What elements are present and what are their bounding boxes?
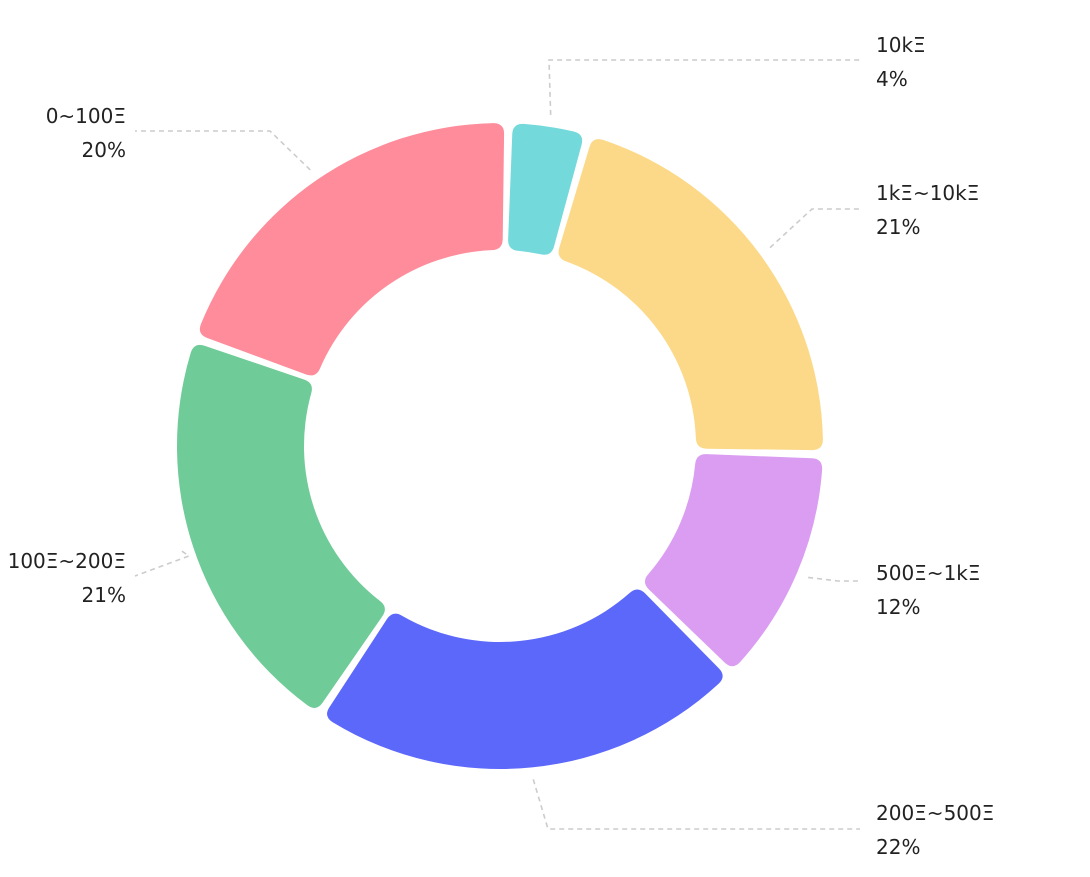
donut-slice-10k: [508, 123, 583, 255]
donut-slice-200-500: [327, 589, 723, 770]
donut-slice-0-100: [199, 123, 505, 376]
donut-slice-100-200: [176, 344, 385, 708]
slice-label-500-1k: 500Ξ~1kΞ: [876, 561, 981, 585]
donut-slices: [176, 123, 823, 770]
leader-line-100-200: [134, 550, 191, 577]
slice-value-0-100: 20%: [82, 138, 126, 162]
donut-slice-500-1k: [644, 454, 823, 667]
slice-labels: 10kΞ 4% 1kΞ~10kΞ 21% 500Ξ~1kΞ 12% 200Ξ~500Ξ 22%…: [8, 33, 995, 859]
slice-label-100-200: 100Ξ~200Ξ: [8, 549, 126, 573]
leader-line-1k-10k: [769, 208, 860, 249]
slice-label-200-500: 200Ξ~500Ξ: [876, 801, 994, 825]
slice-value-10k: 4%: [876, 67, 908, 91]
leader-line-200-500: [532, 779, 860, 830]
leader-line-0-100: [135, 130, 311, 171]
leader-line-500-1k: [808, 576, 860, 582]
slice-value-200-500: 22%: [876, 835, 920, 859]
slice-value-1k-10k: 21%: [876, 215, 920, 239]
slice-label-1k-10k: 1kΞ~10kΞ: [876, 181, 979, 205]
slice-value-500-1k: 12%: [876, 595, 920, 619]
slice-label-10k: 10kΞ: [876, 33, 926, 57]
leader-lines: [134, 59, 860, 830]
leader-line-10k: [548, 59, 860, 115]
donut-slice-1k-10k: [558, 139, 823, 451]
slice-label-0-100: 0~100Ξ: [46, 104, 126, 128]
slice-value-100-200: 21%: [82, 583, 126, 607]
